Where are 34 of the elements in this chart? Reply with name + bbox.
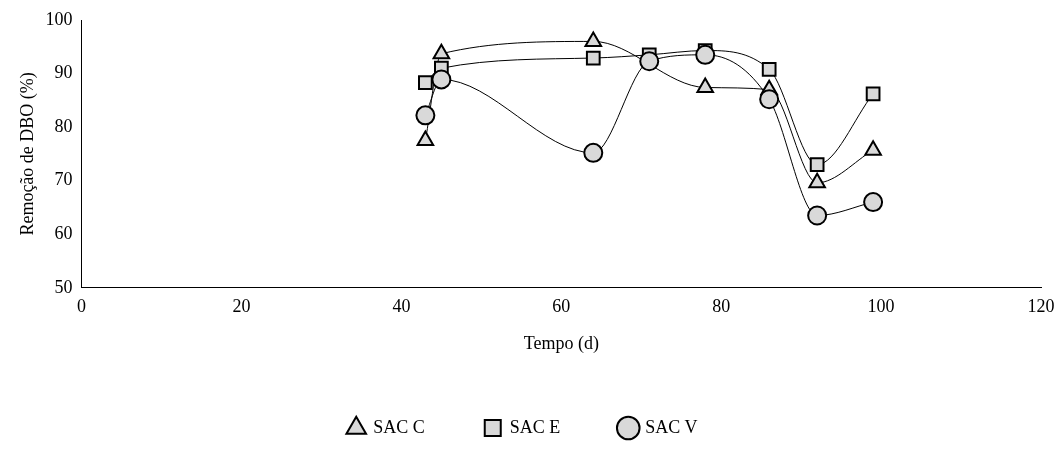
point (583, 142, 604, 163)
point (863, 192, 884, 213)
point (759, 89, 780, 110)
x-tick-label: 0 (77, 296, 87, 317)
legend-label: SAC E (509, 416, 561, 437)
x-tick-label: 80 (712, 296, 731, 317)
x-tick-label: 60 (552, 296, 571, 317)
point (416, 130, 435, 147)
x-axis-title: Tempo (d) (523, 332, 599, 354)
point (418, 75, 433, 91)
y-tick-label: 100 (45, 8, 73, 29)
point (431, 69, 452, 90)
legend-label: SAC C (373, 416, 425, 437)
point (761, 61, 777, 77)
x-tick-label: 100 (867, 296, 895, 317)
x-tick-label: 40 (392, 296, 411, 317)
y-axis-title: Remoção de DBO (%) (16, 72, 38, 236)
point (808, 172, 826, 189)
point (415, 105, 436, 126)
point (807, 205, 828, 226)
x-tick-label: 120 (1027, 296, 1055, 317)
y-tick-label: 80 (54, 115, 73, 136)
point (639, 51, 660, 72)
y-tick-label: 60 (54, 222, 73, 243)
x-tick-label: 20 (232, 296, 251, 317)
point (585, 50, 601, 66)
y-tick-label: 70 (54, 169, 73, 190)
point (695, 44, 716, 65)
point (809, 157, 825, 172)
legend-label: SAC V (645, 416, 698, 437)
point (864, 140, 882, 156)
y-tick-label: 50 (54, 276, 73, 297)
y-tick-label: 90 (54, 62, 73, 83)
point (865, 86, 881, 102)
